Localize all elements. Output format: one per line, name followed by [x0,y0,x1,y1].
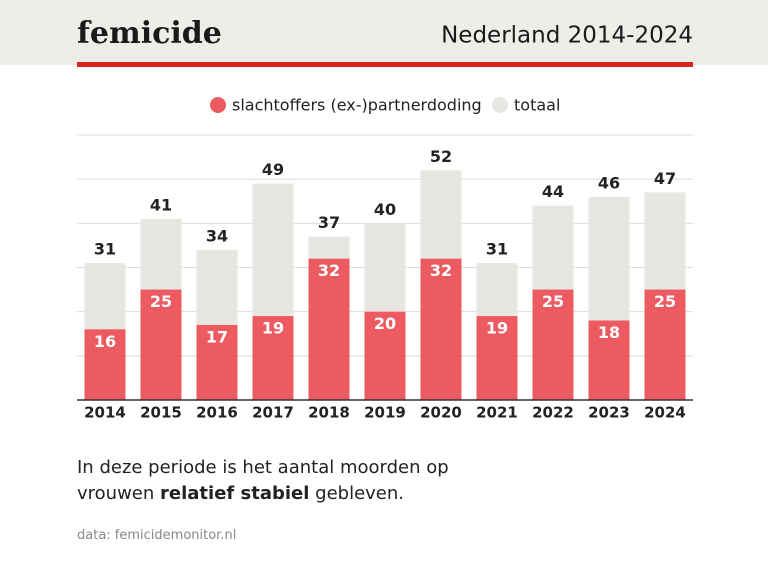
value-label: 31 [486,240,508,259]
value-label: 47 [654,169,676,188]
value-label: 25 [542,292,564,311]
value-label: 18 [598,323,620,342]
source: data: femicidemonitor.nl [77,528,237,543]
bar [84,329,126,400]
caption-line: vrouwen relatief stabiel gebleven. [77,481,449,507]
value-label: 46 [598,173,620,192]
caption-bold: relatief stabiel [160,483,310,504]
bar [644,289,686,400]
value-label: 41 [150,195,172,214]
header-band [0,0,768,65]
x-tick-label: 2019 [364,404,406,422]
legend-label: slachtoffers (ex-)partnerdoding [232,96,482,115]
caption-text: vrouwen [77,483,155,504]
legend-label: totaal [514,96,560,115]
bar [532,289,574,400]
bar [364,311,406,400]
value-label: 37 [318,213,340,232]
bar [252,316,294,400]
value-label: 25 [654,292,676,311]
chart-title: femicide [77,16,222,51]
bar [140,289,182,400]
bar [308,258,350,400]
value-label: 16 [94,332,116,351]
x-tick-label: 2017 [252,404,294,422]
value-label: 19 [262,319,284,338]
x-tick-label: 2020 [420,404,462,422]
x-tick-label: 2014 [84,404,126,422]
value-label: 31 [94,240,116,259]
caption: In deze periode is het aantal moorden op… [77,455,449,507]
value-label: 40 [374,200,396,219]
x-tick-label: 2016 [196,404,238,422]
value-label: 52 [430,147,452,166]
legend-swatch [492,97,508,113]
bar [588,320,630,400]
bar [476,316,518,400]
x-tick-label: 2018 [308,404,350,422]
value-label: 19 [486,319,508,338]
header-rule [77,62,693,67]
value-label: 17 [206,327,228,346]
x-tick-label: 2021 [476,404,518,422]
value-label: 34 [206,226,228,245]
caption-text: gebleven. [315,483,405,504]
value-label: 25 [150,292,172,311]
x-tick-label: 2024 [644,404,686,422]
caption-line: In deze periode is het aantal moorden op [77,457,449,478]
bar [420,258,462,400]
chart-subtitle: Nederland 2014-2024 [441,23,693,49]
value-label: 32 [318,261,340,280]
x-tick-label: 2023 [588,404,630,422]
value-label: 20 [374,314,396,333]
x-tick-label: 2015 [140,404,182,422]
x-tick-label: 2022 [532,404,574,422]
value-label: 44 [542,182,564,201]
bar [196,324,238,400]
value-label: 49 [262,160,284,179]
legend-swatch [210,97,226,113]
value-label: 32 [430,261,452,280]
